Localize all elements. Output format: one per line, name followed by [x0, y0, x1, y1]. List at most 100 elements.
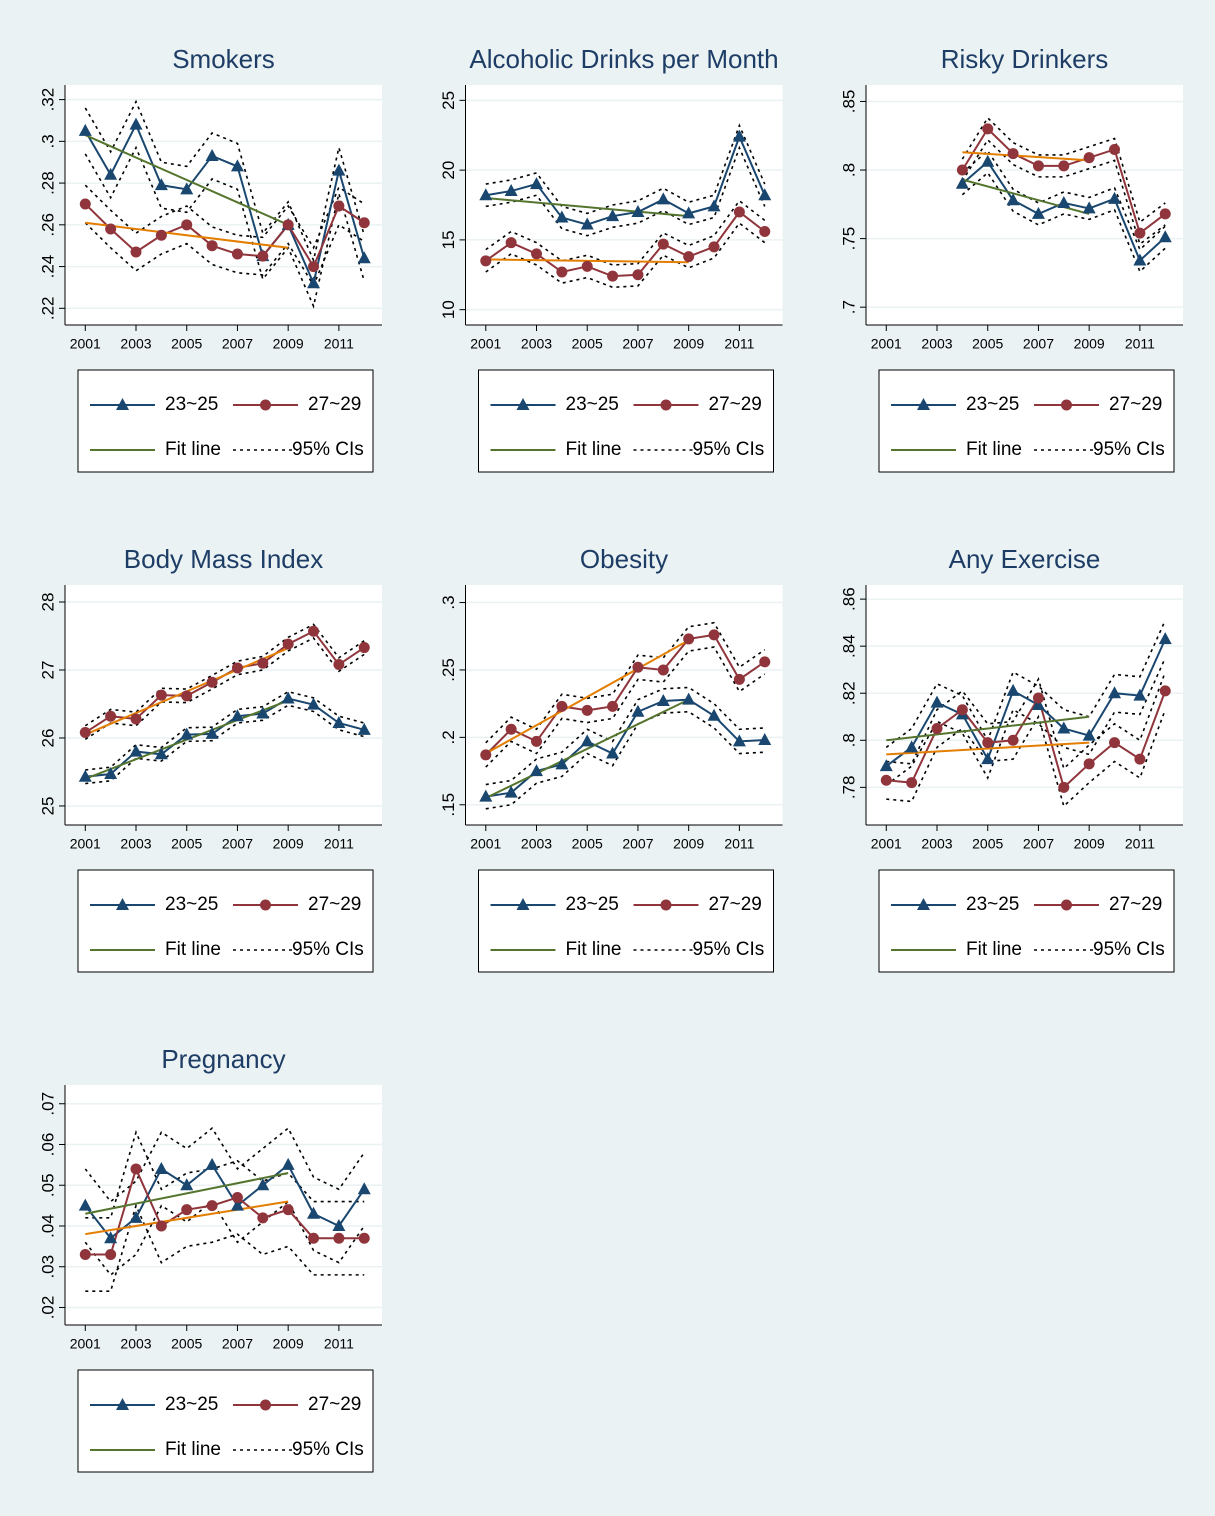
- marker: [281, 691, 295, 704]
- marker: [116, 898, 129, 910]
- marker: [1082, 728, 1096, 741]
- ci-line: [84, 1200, 365, 1277]
- x-tick-label: 2007: [222, 1336, 253, 1352]
- marker: [155, 1220, 167, 1232]
- marker: [231, 248, 243, 260]
- fit-line: [886, 715, 1090, 742]
- marker: [333, 659, 345, 671]
- marker: [1006, 193, 1020, 206]
- y-tick-label: .25: [439, 658, 458, 682]
- marker: [758, 188, 772, 201]
- legend-label: 95% CIs: [693, 439, 765, 460]
- legend: [77, 869, 374, 973]
- marker: [1031, 206, 1045, 219]
- marker: [357, 251, 371, 264]
- marker: [1108, 686, 1122, 699]
- x-tick-label: 2005: [171, 836, 202, 852]
- marker: [530, 177, 544, 190]
- x-tick-label: 2009: [1074, 836, 1105, 852]
- marker: [581, 260, 593, 272]
- marker: [683, 633, 695, 645]
- chart-title: Alcoholic Drinks per Month: [469, 44, 778, 74]
- marker: [1058, 781, 1070, 793]
- y-tick-label: 10: [439, 300, 458, 319]
- x-tick-label: 2011: [724, 336, 754, 352]
- y-tick-label: 27: [38, 661, 57, 680]
- marker: [79, 727, 91, 739]
- x-tick-label: 2009: [273, 836, 304, 852]
- x-tick-label: 2003: [120, 336, 151, 352]
- marker: [1032, 160, 1044, 172]
- fit-line: [485, 197, 689, 218]
- legend-label: 23~25: [966, 394, 1019, 415]
- marker: [78, 123, 92, 136]
- legend-label: 95% CIs: [1093, 939, 1165, 960]
- marker: [358, 1232, 370, 1244]
- marker: [130, 246, 142, 258]
- marker: [917, 398, 930, 410]
- y-tick-label: 20: [439, 161, 458, 180]
- legend: [478, 869, 774, 973]
- y-tick-label: 15: [439, 230, 458, 249]
- plot-area: [866, 585, 1183, 825]
- fit-line: [485, 639, 690, 755]
- legend-label: 23~25: [566, 394, 619, 415]
- marker: [181, 1204, 193, 1216]
- legend-label: Fit line: [566, 439, 622, 460]
- marker: [682, 206, 696, 219]
- marker: [1109, 737, 1121, 749]
- ci-line: [485, 199, 766, 266]
- marker: [733, 206, 745, 218]
- marker: [707, 708, 721, 721]
- marker: [917, 898, 930, 910]
- y-tick-label: .8: [839, 733, 858, 747]
- y-tick-label: .82: [839, 681, 858, 705]
- y-tick-label: .8: [839, 163, 858, 177]
- x-tick-label: 2007: [622, 836, 653, 852]
- marker: [116, 398, 129, 410]
- marker: [606, 209, 620, 222]
- y-tick-label: 25: [38, 797, 57, 816]
- fit-line: [85, 1172, 289, 1215]
- marker: [1158, 230, 1172, 243]
- y-tick-label: .15: [439, 793, 458, 817]
- marker: [580, 734, 594, 747]
- marker: [154, 747, 168, 760]
- marker: [332, 163, 346, 176]
- fit-line: [84, 699, 289, 780]
- x-tick-label: 2001: [70, 836, 101, 852]
- marker: [332, 716, 346, 729]
- ci-line: [961, 149, 1166, 251]
- x-tick-label: 2005: [572, 336, 603, 352]
- x-tick-label: 2001: [470, 836, 501, 852]
- marker: [531, 735, 543, 747]
- marker: [332, 1218, 346, 1231]
- y-tick-label: .7: [839, 300, 858, 314]
- legend-label: 95% CIs: [1093, 439, 1165, 460]
- x-tick-label: 2007: [222, 336, 253, 352]
- marker: [516, 398, 530, 410]
- marker: [129, 744, 143, 757]
- marker: [707, 199, 721, 212]
- marker: [758, 733, 772, 746]
- marker: [231, 1191, 243, 1203]
- ci-line: [85, 690, 365, 771]
- marker: [581, 704, 593, 716]
- marker: [1133, 253, 1147, 266]
- ci-line: [85, 704, 365, 785]
- chart-title: Any Exercise: [949, 544, 1101, 574]
- marker: [1006, 683, 1020, 696]
- marker: [479, 188, 493, 201]
- marker: [257, 250, 269, 262]
- marker: [79, 1249, 91, 1261]
- x-tick-label: 2009: [273, 336, 304, 352]
- y-tick-label: .05: [38, 1173, 57, 1197]
- legend-label: Fit line: [966, 439, 1022, 460]
- marker: [281, 1157, 295, 1170]
- x-tick-label: 2009: [1074, 336, 1105, 352]
- ci-line: [84, 1126, 365, 1203]
- legend: [77, 369, 374, 473]
- x-tick-label: 2007: [1023, 836, 1054, 852]
- marker: [1007, 148, 1019, 160]
